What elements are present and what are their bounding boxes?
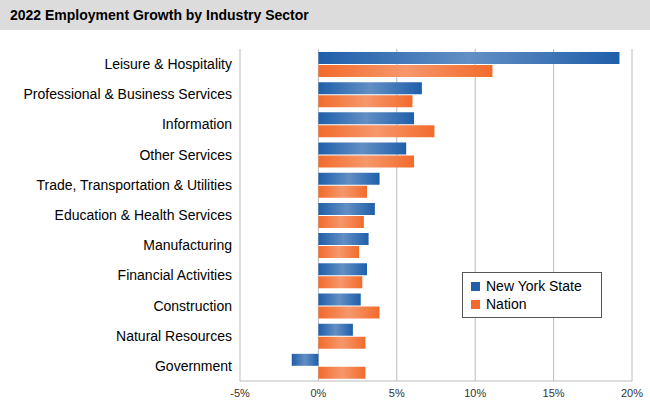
svg-text:15%: 15% — [543, 387, 565, 399]
svg-text:Other Services: Other Services — [139, 147, 232, 163]
html-text:2022 Employment Growth by Indu: 2022 Employment Growth by Industry Secto… — [10, 7, 309, 23]
svg-text:Natural Resources: Natural Resources — [116, 328, 232, 344]
svg-text:Government: Government — [155, 358, 232, 374]
svg-text:Construction: Construction — [153, 298, 232, 314]
svg-text:Professional & Business Servic: Professional & Business Services — [23, 86, 232, 102]
svg-text:0%: 0% — [310, 387, 326, 399]
html-text:Nation: Nation — [486, 296, 527, 312]
svg-text:Trade, Transportation & Utilit: Trade, Transportation & Utilities — [36, 177, 232, 193]
svg-text:5%: 5% — [389, 387, 405, 399]
svg-text:Information: Information — [162, 116, 232, 132]
svg-text:Financial Activities: Financial Activities — [118, 267, 232, 283]
html-text:New York State: New York State — [486, 278, 582, 294]
svg-text:10%: 10% — [464, 387, 486, 399]
svg-text:Leisure & Hospitality: Leisure & Hospitality — [104, 56, 232, 72]
svg-text:Manufacturing: Manufacturing — [143, 237, 232, 253]
svg-text:Education & Health Services: Education & Health Services — [55, 207, 232, 223]
svg-text:-5%: -5% — [230, 387, 250, 399]
svg-text:20%: 20% — [621, 387, 642, 399]
